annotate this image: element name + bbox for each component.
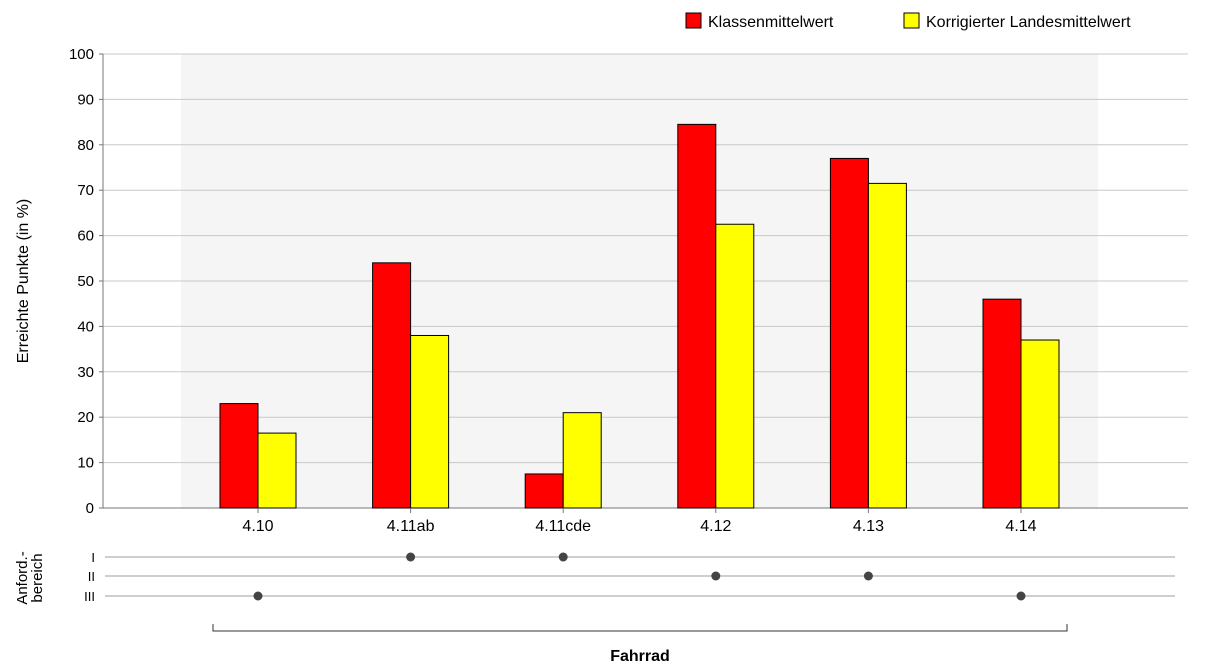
anford-marker xyxy=(253,591,263,601)
y-tick-label: 50 xyxy=(77,273,94,290)
y-tick-label: 60 xyxy=(77,228,94,245)
bar-klassenmittelwert xyxy=(372,262,412,509)
y-tick-label: 80 xyxy=(77,137,94,154)
group-label: Fahrrad xyxy=(610,648,670,665)
group-bracket xyxy=(212,624,1068,632)
x-tick-label: 4.11cde xyxy=(535,518,591,535)
legend-swatch xyxy=(903,12,920,29)
anford-marker xyxy=(558,552,568,562)
x-tick-label: 4.14 xyxy=(1005,518,1036,535)
y-axis-label: Erreichte Punkte (in %) xyxy=(15,199,32,364)
anford-label-line2: bereich xyxy=(29,553,46,602)
legend-label: Korrigierter Landesmittelwert xyxy=(926,14,1131,31)
anford-marker xyxy=(711,571,721,581)
x-tick-label: 4.11ab xyxy=(387,518,435,535)
y-tick-label: 70 xyxy=(77,182,94,199)
anford-marker xyxy=(406,552,416,562)
y-tick-label: 30 xyxy=(77,364,94,381)
bar-klassenmittelwert xyxy=(829,157,869,509)
y-tick-label: 90 xyxy=(77,91,94,108)
anford-level-label: I xyxy=(91,550,95,565)
legend-label: Klassenmittelwert xyxy=(708,14,834,31)
y-tick-label: 0 xyxy=(86,500,94,517)
y-tick-label: 20 xyxy=(77,409,94,426)
bars xyxy=(219,123,1060,509)
x-tick-labels: 4.10 4.11ab 4.11cde 4.12 4.13 4.14 xyxy=(242,508,1037,535)
bar-klassenmittelwert xyxy=(524,473,564,509)
bar-landesmittelwert xyxy=(715,223,755,509)
bar-landesmittelwert xyxy=(562,412,602,509)
bar-klassenmittelwert xyxy=(677,123,717,509)
y-tick-label: 10 xyxy=(77,455,94,472)
anford-marker xyxy=(863,571,873,581)
bar-landesmittelwert xyxy=(410,334,450,509)
anford-label-line1: Anford.- xyxy=(14,551,31,604)
bar-landesmittelwert xyxy=(1020,339,1060,509)
bar-klassenmittelwert xyxy=(219,403,259,509)
x-tick-label: 4.10 xyxy=(242,518,273,535)
y-tick-label: 100 xyxy=(69,46,94,63)
x-tick-label: 4.13 xyxy=(853,518,884,535)
bar-landesmittelwert xyxy=(257,432,297,509)
anford-level-label: III xyxy=(84,589,95,604)
anford-level-label: II xyxy=(88,569,95,584)
legend-swatch xyxy=(685,12,702,29)
x-tick-label: 4.12 xyxy=(700,518,731,535)
bar-landesmittelwert xyxy=(867,182,907,509)
bar-klassenmittelwert xyxy=(982,298,1022,509)
legend: Klassenmittelwert Korrigierter Landesmitt… xyxy=(685,12,1131,31)
y-tick-label: 40 xyxy=(77,318,94,335)
y-tick-labels: 0 10 20 30 40 50 60 70 80 90 100 xyxy=(69,46,94,517)
anford-marker xyxy=(1016,591,1026,601)
